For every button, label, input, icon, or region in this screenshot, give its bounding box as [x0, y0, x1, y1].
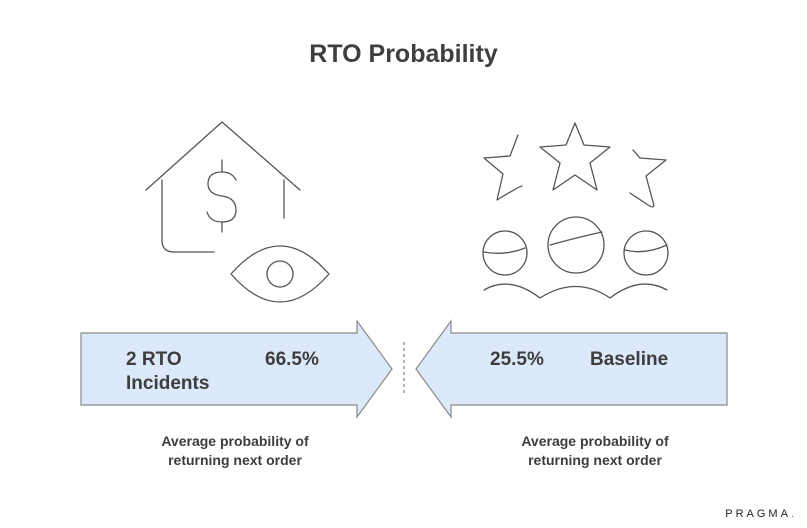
page-title: RTO Probability — [309, 40, 498, 68]
left-arrow-value: 66.5% — [265, 349, 319, 370]
stars-customers-icon — [482, 122, 669, 299]
left-caption-line1: Average probability of — [161, 433, 309, 449]
left-arrow — [80, 319, 393, 419]
right-caption-line2: returning next order — [528, 452, 662, 468]
left-arrow-label: 2 RTO Incidents — [126, 348, 209, 396]
right-arrow — [415, 319, 728, 419]
right-arrow-value: 25.5% — [490, 349, 544, 370]
right-caption: Average probability of returning next or… — [465, 432, 725, 470]
left-caption: Average probability of returning next or… — [105, 432, 365, 470]
left-arrow-label-line2: Incidents — [126, 373, 210, 394]
brand-name: PRAGMA — [725, 508, 791, 520]
house-dollar-eye-icon — [145, 121, 330, 303]
right-caption-line1: Average probability of — [521, 433, 669, 449]
left-caption-line2: returning next order — [168, 452, 302, 468]
left-arrow-label-line1: 2 RTO — [126, 349, 182, 370]
brand-dot: . — [790, 508, 797, 520]
brand-logo: PRAGMA. — [725, 508, 797, 520]
right-arrow-label: Baseline — [590, 349, 669, 370]
